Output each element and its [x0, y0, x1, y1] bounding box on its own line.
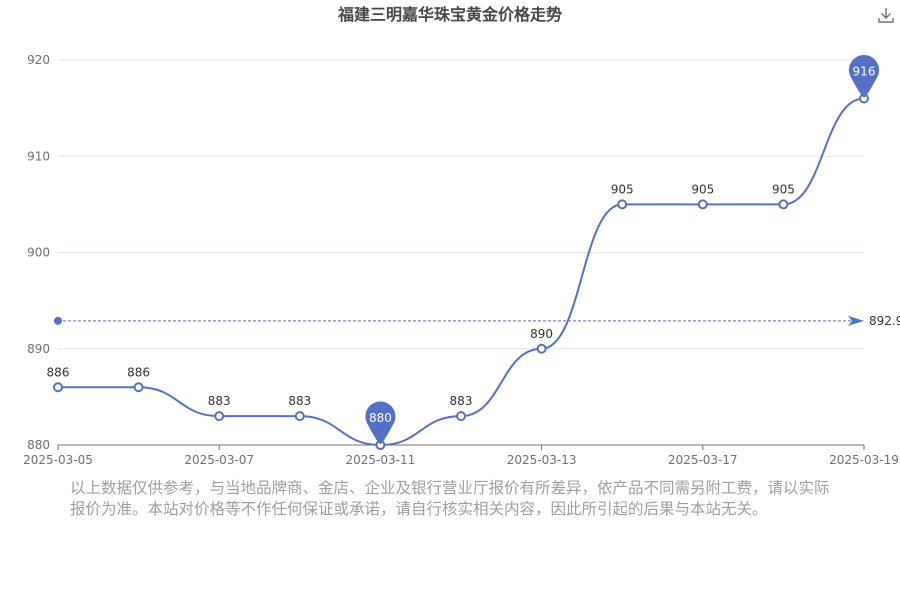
- x-tick-label: 2025-03-19: [829, 453, 899, 467]
- data-label: 905: [772, 182, 795, 196]
- x-tick-label: 2025-03-11: [346, 453, 416, 467]
- max-marker-label: 916: [853, 65, 876, 79]
- average-start-dot: [54, 316, 62, 325]
- data-point: [133, 382, 144, 393]
- data-label: 886: [47, 365, 70, 379]
- min-marker: [365, 401, 396, 444]
- x-tick-label: 2025-03-13: [507, 453, 577, 467]
- x-tick-label: 2025-03-17: [668, 453, 738, 467]
- y-tick-label: 910: [27, 149, 50, 163]
- data-point: [294, 411, 305, 422]
- y-tick-label: 900: [27, 246, 50, 260]
- data-point: [214, 411, 225, 422]
- download-icon[interactable]: [876, 5, 896, 25]
- data-point: [617, 199, 628, 210]
- data-point: [536, 343, 547, 354]
- min-marker-label: 880: [369, 411, 392, 425]
- chart-title: 福建三明嘉华珠宝黄金价格走势: [337, 5, 562, 24]
- data-point: [778, 199, 789, 210]
- data-label: 890: [530, 327, 553, 341]
- y-tick-label: 920: [27, 53, 50, 67]
- average-arrow: [848, 315, 864, 326]
- y-tick-label: 880: [27, 438, 50, 452]
- price-line: [58, 97, 865, 447]
- data-label: 883: [288, 394, 311, 408]
- data-point: [53, 382, 63, 393]
- average-label: 892.9: [869, 314, 900, 328]
- max-marker: [849, 55, 880, 98]
- data-label: 886: [127, 365, 150, 379]
- disclaimer-note: 以上数据仅供参考，与当地品牌商、金店、企业及银行营业厅报价有所差异，依产品不同需…: [70, 479, 830, 518]
- data-point: [456, 411, 466, 422]
- data-label: 905: [691, 182, 714, 196]
- data-label: 883: [450, 394, 473, 408]
- x-tick-label: 2025-03-05: [23, 453, 93, 467]
- data-label: 883: [208, 394, 231, 408]
- x-tick-label: 2025-03-07: [184, 453, 254, 467]
- data-label: 905: [611, 182, 634, 196]
- y-tick-label: 890: [27, 342, 50, 356]
- data-point: [697, 199, 708, 210]
